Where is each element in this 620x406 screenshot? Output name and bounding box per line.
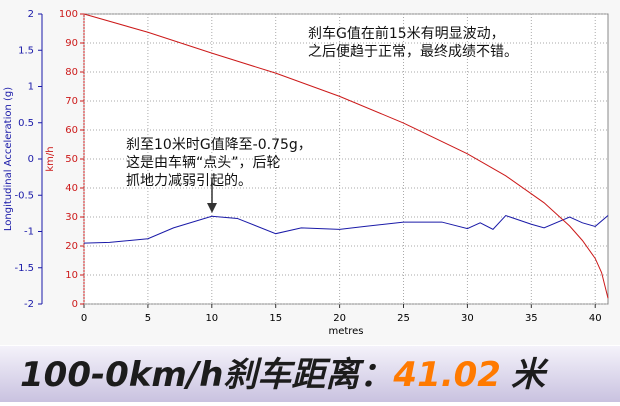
y2-tick-label: 10 bbox=[65, 270, 78, 281]
banner-unit: 米 bbox=[511, 355, 549, 395]
x-tick-label: 5 bbox=[145, 313, 151, 324]
y-tick-label: -0.5 bbox=[14, 190, 34, 201]
y2-tick-label: 50 bbox=[65, 154, 78, 165]
y2-tick-label: 30 bbox=[65, 212, 78, 223]
y-axis-label: Longitudinal Acceleration (g) bbox=[3, 87, 14, 231]
y2-tick-label: 40 bbox=[65, 183, 78, 194]
annotation: 之后便趋于正常，最终成绩不错。 bbox=[308, 44, 518, 60]
y-tick-label: -1 bbox=[24, 227, 34, 238]
x-tick-label: 30 bbox=[461, 313, 474, 324]
x-tick-label: 15 bbox=[269, 313, 282, 324]
y2-tick-label: 100 bbox=[59, 9, 78, 20]
y-tick-label: -2 bbox=[24, 299, 34, 310]
annotation: 这是由车辆“点头”，后轮 bbox=[126, 154, 281, 171]
annotation: 刹车G值在前15米有明显波动， bbox=[308, 25, 505, 42]
y2-tick-label: 0 bbox=[72, 299, 78, 310]
annotation: 抓地力减弱引起的。 bbox=[126, 173, 252, 189]
x-tick-label: 35 bbox=[525, 313, 538, 324]
annotation: 刹至10米时G值降至-0.75g， bbox=[126, 137, 312, 153]
banner bbox=[0, 346, 620, 402]
data-line bbox=[83, 13, 609, 299]
x-tick-label: 10 bbox=[205, 313, 218, 324]
banner-label: 100-0km/h刹车距离：41.02 米 bbox=[20, 355, 549, 395]
y-tick-label: 0 bbox=[28, 154, 34, 165]
data-line bbox=[83, 214, 609, 244]
y-tick-label: 1.5 bbox=[18, 45, 34, 56]
banner-value: 41.02 bbox=[392, 355, 501, 395]
y-tick-label: -1.5 bbox=[14, 263, 34, 274]
y2-tick-label: 90 bbox=[65, 38, 78, 49]
x-axis-label: metres bbox=[328, 326, 363, 337]
x-tick-label: 40 bbox=[589, 313, 602, 324]
y-tick-label: 2 bbox=[28, 9, 34, 20]
arrow-head bbox=[207, 203, 217, 213]
y2-axis-label: km/h bbox=[45, 146, 56, 171]
banner-text: 100-0km/h刹车距离： bbox=[20, 355, 393, 395]
y-tick-label: 1 bbox=[28, 82, 34, 93]
y2-tick-label: 70 bbox=[65, 96, 78, 107]
x-tick-label: 25 bbox=[397, 313, 410, 324]
y2-tick-label: 20 bbox=[65, 241, 78, 252]
y-tick-label: 0.5 bbox=[18, 118, 34, 129]
x-tick-label: 0 bbox=[81, 313, 87, 324]
y2-tick-label: 80 bbox=[65, 67, 78, 78]
y2-tick-label: 60 bbox=[65, 125, 78, 136]
x-tick-label: 20 bbox=[333, 313, 346, 324]
